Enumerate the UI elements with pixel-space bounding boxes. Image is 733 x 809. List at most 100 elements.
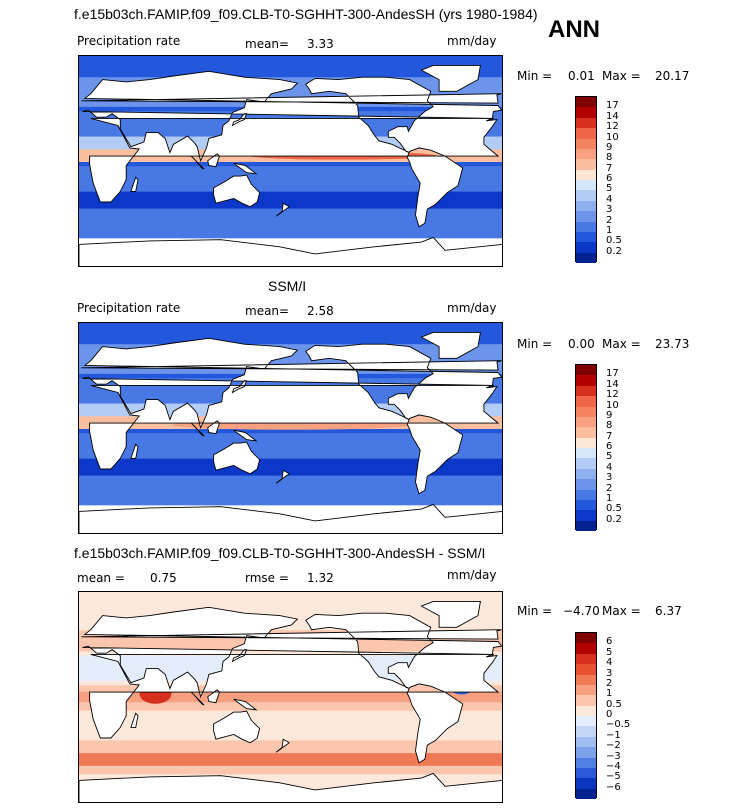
colorbar-tick-label: 4: [606, 657, 613, 669]
colorbar-tick-label: 6: [606, 636, 613, 648]
colorbar-swatch: [576, 695, 596, 706]
panel2-mean-value: 2.58: [307, 304, 334, 318]
colorbar-tick-label: −5: [606, 771, 621, 783]
colorbar-swatch: [576, 716, 596, 727]
colorbar-tick-label: 17: [606, 100, 619, 112]
colorbar-tick-label: 3: [606, 667, 613, 679]
colorbar-swatch: [576, 107, 596, 118]
colorbar-swatch: [576, 499, 596, 511]
colorbar-tick-label: 6: [606, 441, 613, 452]
colorbar-swatch: [576, 221, 596, 232]
colorbar-tick-label: 9: [606, 409, 613, 421]
colorbar-swatch: [576, 252, 596, 263]
panel1-min-label: Min =: [517, 69, 553, 83]
panel1-variable-label: Precipitation rate: [77, 34, 181, 48]
coastline: [79, 600, 502, 802]
colorbar-tick-label: −0.5: [606, 719, 631, 731]
colorbar-swatch: [576, 437, 596, 448]
colorbar-swatch: [576, 510, 596, 521]
colorbar-tick-label: 0.2: [606, 513, 622, 525]
colorbar-swatch: [576, 148, 596, 160]
colorbar-swatch: [576, 180, 596, 191]
panel3-title: f.e15b03ch.FAMIP.f09_f09.CLB-T0-SGHHT-30…: [74, 545, 486, 561]
field-band: [79, 753, 502, 766]
colorbar-swatch: [576, 169, 596, 180]
field-band: [79, 475, 502, 506]
colorbar-tick-label: 2: [606, 677, 613, 689]
colorbar-tick-label: 9: [606, 141, 613, 153]
colorbar-tick-label: 6: [606, 173, 613, 184]
colorbar-tick-label: −3: [606, 750, 621, 762]
colorbar-tick-label: 0.5: [606, 698, 622, 710]
panel3-rmse-value: 1.32: [307, 571, 334, 585]
panel1-max-value: 20.17: [655, 69, 690, 83]
panel3-colorbar: [575, 632, 597, 799]
colorbar-tick-label: 12: [606, 389, 619, 401]
colorbar-swatch: [576, 190, 596, 201]
colorbar-swatch: [576, 643, 596, 654]
colorbar-tick-label: 0: [606, 709, 613, 720]
colorbar-tick-label: 3: [606, 204, 613, 216]
colorbar-tick-label: 1: [606, 492, 613, 504]
colorbar-swatch: [576, 479, 596, 490]
colorbar-swatch: [576, 242, 596, 253]
field-band: [79, 191, 502, 209]
panel3-max-label: Max =: [602, 604, 641, 618]
panel2-colorbar: [575, 364, 597, 531]
colorbar-swatch: [576, 211, 596, 222]
panel3-mean-label: mean =: [77, 571, 125, 585]
field-band: [79, 208, 502, 239]
colorbar-tick-label: 12: [606, 121, 619, 133]
field-band: [79, 691, 502, 703]
colorbar-swatch: [576, 757, 596, 768]
colorbar-swatch: [576, 375, 596, 386]
colorbar-swatch: [576, 231, 596, 243]
colorbar-tick-label: 17: [606, 368, 619, 380]
colorbar-tick-label: 14: [606, 378, 619, 390]
colorbar-swatch: [576, 365, 596, 376]
colorbar-swatch: [576, 200, 596, 212]
colorbar-tick-label: 5: [606, 451, 613, 463]
panel3-min-value: −4.70: [563, 604, 600, 618]
colorbar-tick-label: 2: [606, 214, 613, 226]
panel2-variable-label: Precipitation rate: [77, 301, 181, 315]
panel1-min-value: 0.01: [568, 69, 595, 83]
colorbar-tick-label: 2: [606, 482, 613, 494]
colorbar-swatch: [576, 664, 596, 675]
panel3-map: [78, 591, 503, 803]
panel3-rmse-label: rmse =: [245, 571, 289, 585]
panel2-max-value: 23.73: [655, 337, 690, 351]
colorbar-tick-label: 5: [606, 183, 613, 195]
colorbar-tick-label: 14: [606, 110, 619, 122]
colorbar-tick-label: 3: [606, 472, 613, 484]
colorbar-swatch: [576, 726, 596, 737]
panel2-units: mm/day: [447, 301, 497, 315]
colorbar-swatch: [576, 458, 596, 469]
panel2-title: SSM/I: [268, 278, 307, 294]
panel2-max-label: Max =: [602, 337, 641, 351]
colorbar-swatch: [576, 159, 596, 170]
panel2-mean-label: mean=: [245, 304, 290, 318]
panel3-units: mm/day: [447, 568, 497, 582]
panel1-max-label: Max =: [602, 69, 641, 83]
colorbar-tick-label: 8: [606, 152, 613, 164]
colorbar-swatch: [576, 117, 596, 129]
season-label: ANN: [548, 16, 600, 43]
colorbar-swatch: [576, 747, 596, 758]
colorbar-swatch: [576, 674, 596, 685]
colorbar-tick-label: 5: [606, 646, 613, 658]
colorbar-swatch: [576, 684, 596, 696]
colorbar-tick-label: 4: [606, 193, 613, 205]
colorbar-swatch: [576, 633, 596, 644]
panel3-max-value: 6.37: [655, 604, 682, 618]
colorbar-swatch: [576, 705, 596, 716]
colorbar-tick-label: 0.5: [606, 503, 622, 515]
colorbar-swatch: [576, 138, 596, 149]
colorbar-swatch: [576, 736, 596, 748]
colorbar-swatch: [576, 788, 596, 799]
colorbar-swatch: [576, 396, 596, 407]
colorbar-tick-label: −4: [606, 760, 621, 772]
colorbar-tick-label: 0.5: [606, 235, 622, 247]
colorbar-swatch: [576, 416, 596, 428]
panel3-mean-value: 0.75: [150, 571, 177, 585]
